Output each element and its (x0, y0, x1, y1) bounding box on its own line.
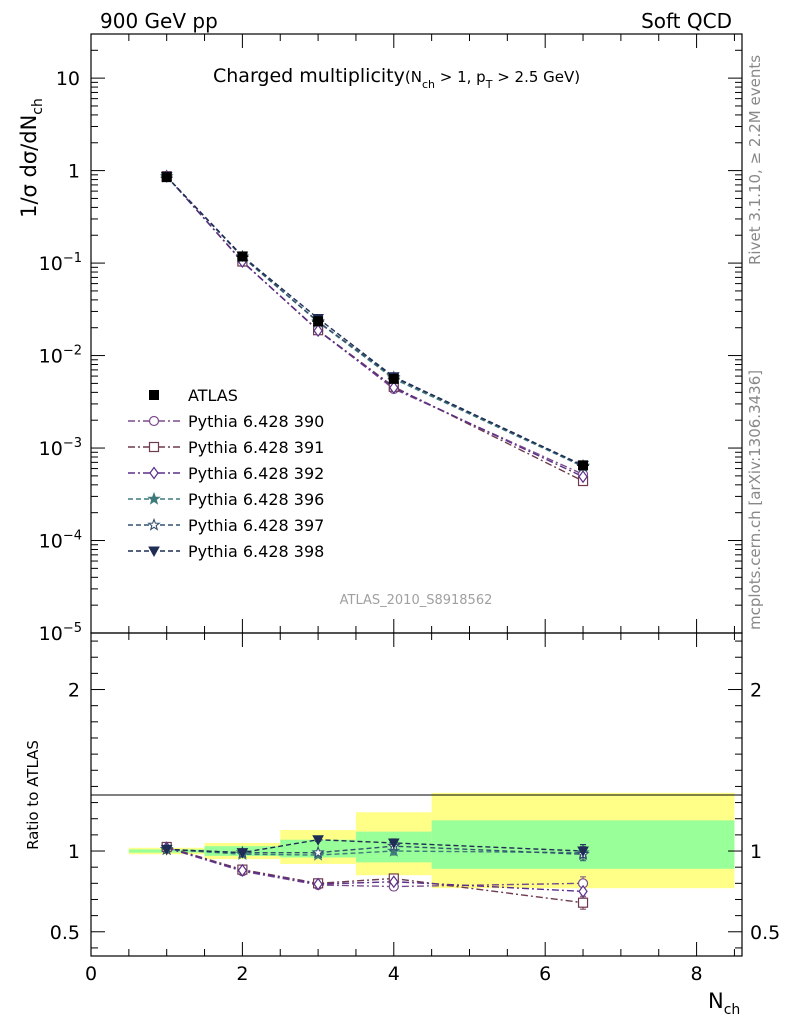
plot-title-sub-pt: T (485, 78, 493, 91)
ratio-series-line (166, 848, 584, 856)
ratio-series-marker (312, 835, 324, 846)
xtick-label: 6 (539, 963, 551, 985)
xtick-label: 8 (691, 963, 703, 985)
ratio-series-marker (236, 848, 249, 859)
main-series-marker (578, 470, 588, 484)
ratio-ytick-label: 2 (68, 680, 80, 702)
legend-label: Pythia 6.428 396 (188, 490, 324, 509)
ratio-series-marker (311, 845, 325, 859)
main-ytick-label: 10−2 (39, 344, 82, 368)
ratio-series-layer (159, 835, 590, 910)
ratio-series-marker (577, 846, 589, 858)
legend-marker (149, 466, 159, 480)
main-ylabel-sub: ch (30, 98, 46, 115)
data-point (237, 251, 248, 262)
main-ytick-label: 10−5 (39, 621, 82, 645)
main-ytick-base: 10 (39, 438, 63, 460)
main-series-layer (159, 169, 590, 487)
ratio-ytick-label: 1 (68, 841, 80, 863)
xtick-label: 0 (85, 963, 97, 985)
main-ytick-label: 10−1 (39, 251, 82, 275)
main-ytick-base: 10 (39, 253, 63, 275)
main-ytick-label: 10 (56, 68, 80, 90)
main-ytick-exp: −1 (63, 251, 82, 266)
main-ytick-exp: −3 (63, 436, 82, 451)
main-ylabel-main: 1/σ dσ/dN (17, 115, 41, 218)
legend-label-data: ATLAS (188, 386, 238, 405)
data-point (388, 373, 399, 384)
xlabel: Nch (708, 989, 740, 1018)
ratio-ylabel: Ratio to ATLAS (24, 740, 42, 850)
ratio-series-marker (160, 844, 173, 856)
plot-title-sub-mid: > 1, p (435, 68, 486, 86)
ratio-series-marker (387, 838, 400, 849)
plot-title-sub-nch: ch (422, 78, 435, 91)
ratio-series-marker (387, 843, 401, 857)
legend-label: Pythia 6.428 392 (188, 464, 324, 483)
ratio-ytick-label-right: 2 (750, 680, 762, 702)
data-point (161, 172, 172, 183)
ratio-series-marker (313, 877, 323, 891)
side-text-rivet: Rivet 3.1.10, ≥ 2.2M events (746, 55, 764, 265)
ratio-series-marker (578, 884, 588, 898)
legend-label: Pythia 6.428 390 (188, 412, 324, 431)
legend-label: Pythia 6.428 398 (188, 542, 324, 561)
ratio-series-marker (577, 897, 589, 908)
main-ytick-exp: −4 (63, 529, 82, 544)
main-ytick-base: 10 (39, 531, 63, 553)
main-series-marker (313, 324, 323, 338)
legend-marker (148, 441, 160, 453)
plot-title: Charged multiplicity(Nch > 1, pT > 2.5 G… (213, 65, 580, 91)
legend-marker (148, 415, 160, 427)
legend-marker (148, 546, 160, 558)
data-point (313, 316, 324, 327)
legend-label: Pythia 6.428 391 (188, 438, 324, 457)
plot-title-sub-open: (N (405, 68, 422, 86)
main-ytick-exp: −5 (63, 621, 82, 636)
plot-title-sub-close: > 2.5 GeV) (492, 68, 580, 86)
header-collision-label: 900 GeV pp (100, 9, 218, 33)
main-ytick-exp: −2 (63, 344, 82, 359)
legend-marker-data (149, 390, 159, 400)
main-series-line (166, 175, 584, 482)
xlabel-main: N (708, 989, 724, 1013)
plot-title-main: Charged multiplicity (213, 65, 405, 87)
ratio-ytick-label: 0.5 (50, 922, 80, 944)
xlabel-sub: ch (724, 1002, 741, 1018)
xtick-label: 4 (388, 963, 400, 985)
ratio-ytick-label-right: 0.5 (750, 922, 780, 944)
main-ylabel: 1/σ dσ/dNch (17, 98, 46, 218)
data-point (578, 460, 589, 471)
analysis-watermark: ATLAS_2010_S8918562 (340, 593, 493, 608)
main-series-line (166, 175, 584, 478)
legend-marker (147, 491, 161, 505)
ratio-series-marker (389, 875, 399, 889)
main-series-line (166, 176, 584, 466)
header-category-label: Soft QCD (641, 9, 732, 33)
main-series-marker (389, 381, 399, 395)
side-text-mcplots: mcplots.cern.ch [arXiv:1306.3436] (746, 370, 764, 630)
main-ytick-label: 10−4 (39, 529, 82, 553)
main-ytick-label: 1 (68, 161, 80, 183)
main-ytick-label: 10−3 (39, 436, 82, 460)
main-ytick-base: 10 (39, 346, 63, 368)
ratio-panel-frame (90, 632, 743, 957)
ratio-series-marker (237, 863, 248, 877)
legend-label: Pythia 6.428 397 (188, 516, 324, 535)
ratio-ytick-label-right: 1 (750, 841, 762, 863)
ratio-band-layer (128, 792, 735, 889)
legend: ATLAS Pythia 6.428 390 Pythia 6.428 391 Pyt… (128, 386, 324, 561)
legend-marker (147, 517, 161, 531)
xtick-label: 2 (236, 963, 248, 985)
main-ytick-base: 10 (39, 623, 63, 645)
